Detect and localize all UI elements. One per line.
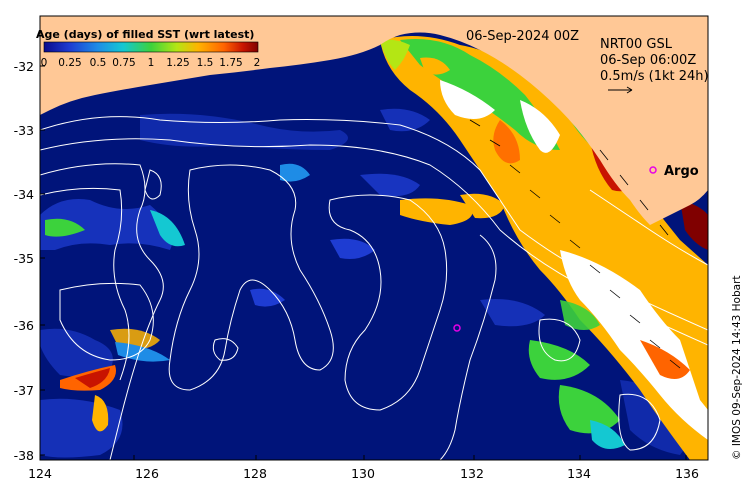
current-info-line1: NRT00 GSL	[600, 37, 673, 52]
land-mass	[40, 16, 708, 225]
x-tick-label: 130	[351, 466, 375, 481]
current-info-line2: 06-Sep 06:00Z	[600, 53, 696, 68]
y-tick-label: -35	[14, 251, 34, 266]
current-info-line3: 0.5m/s (1kt 24h)	[600, 69, 709, 84]
argo-marker	[649, 166, 657, 174]
colorbar-tick: 1.5	[197, 57, 214, 69]
plot-frame	[39, 15, 709, 461]
y-tick-label: -33	[14, 123, 34, 138]
y-tick-label: -37	[14, 383, 34, 398]
colorbar: Age (days) of filled SST (wrt latest) 0 …	[36, 28, 260, 69]
colorbar-tick: 1.25	[166, 57, 189, 69]
sst-age-patches	[40, 108, 694, 458]
credit-text: © IMOS 09-Sep-2024 14:43 Hobart	[731, 276, 743, 461]
y-axis: -32 -33 -34 -35 -36 -37 -38	[14, 59, 45, 463]
colorbar-tick: 2	[254, 57, 261, 69]
x-tick-label: 134	[567, 466, 591, 481]
argo-marker	[453, 324, 461, 332]
argo-label: Argo	[664, 164, 699, 179]
scale-arrow	[608, 86, 633, 94]
colorbar-gradient	[43, 41, 259, 53]
x-tick-label: 128	[243, 466, 267, 481]
colorbar-tick: 0.25	[58, 57, 81, 69]
y-tick-label: -34	[14, 187, 34, 202]
colorbar-title: Age (days) of filled SST (wrt latest)	[36, 28, 254, 41]
ssh-contours	[40, 116, 708, 460]
x-tick-label: 126	[135, 466, 159, 481]
x-tick-label: 136	[675, 466, 699, 481]
colorbar-tick: 1	[148, 57, 155, 69]
x-tick-label: 132	[460, 466, 484, 481]
y-tick-label: -36	[14, 318, 34, 333]
date-label: 06-Sep-2024 00Z	[466, 29, 579, 44]
y-tick-label: -32	[14, 59, 34, 74]
x-tick-label: 124	[28, 466, 52, 481]
colorbar-tick: 0.5	[90, 57, 107, 69]
current-vectors	[469, 119, 681, 369]
x-axis: 124 126 128 130 132 134 136	[28, 455, 699, 481]
y-tick-label: -38	[14, 448, 34, 463]
colorbar-tick: 0	[41, 57, 48, 69]
colorbar-tick: 1.75	[219, 57, 242, 69]
colorbar-tick: 0.75	[112, 57, 135, 69]
